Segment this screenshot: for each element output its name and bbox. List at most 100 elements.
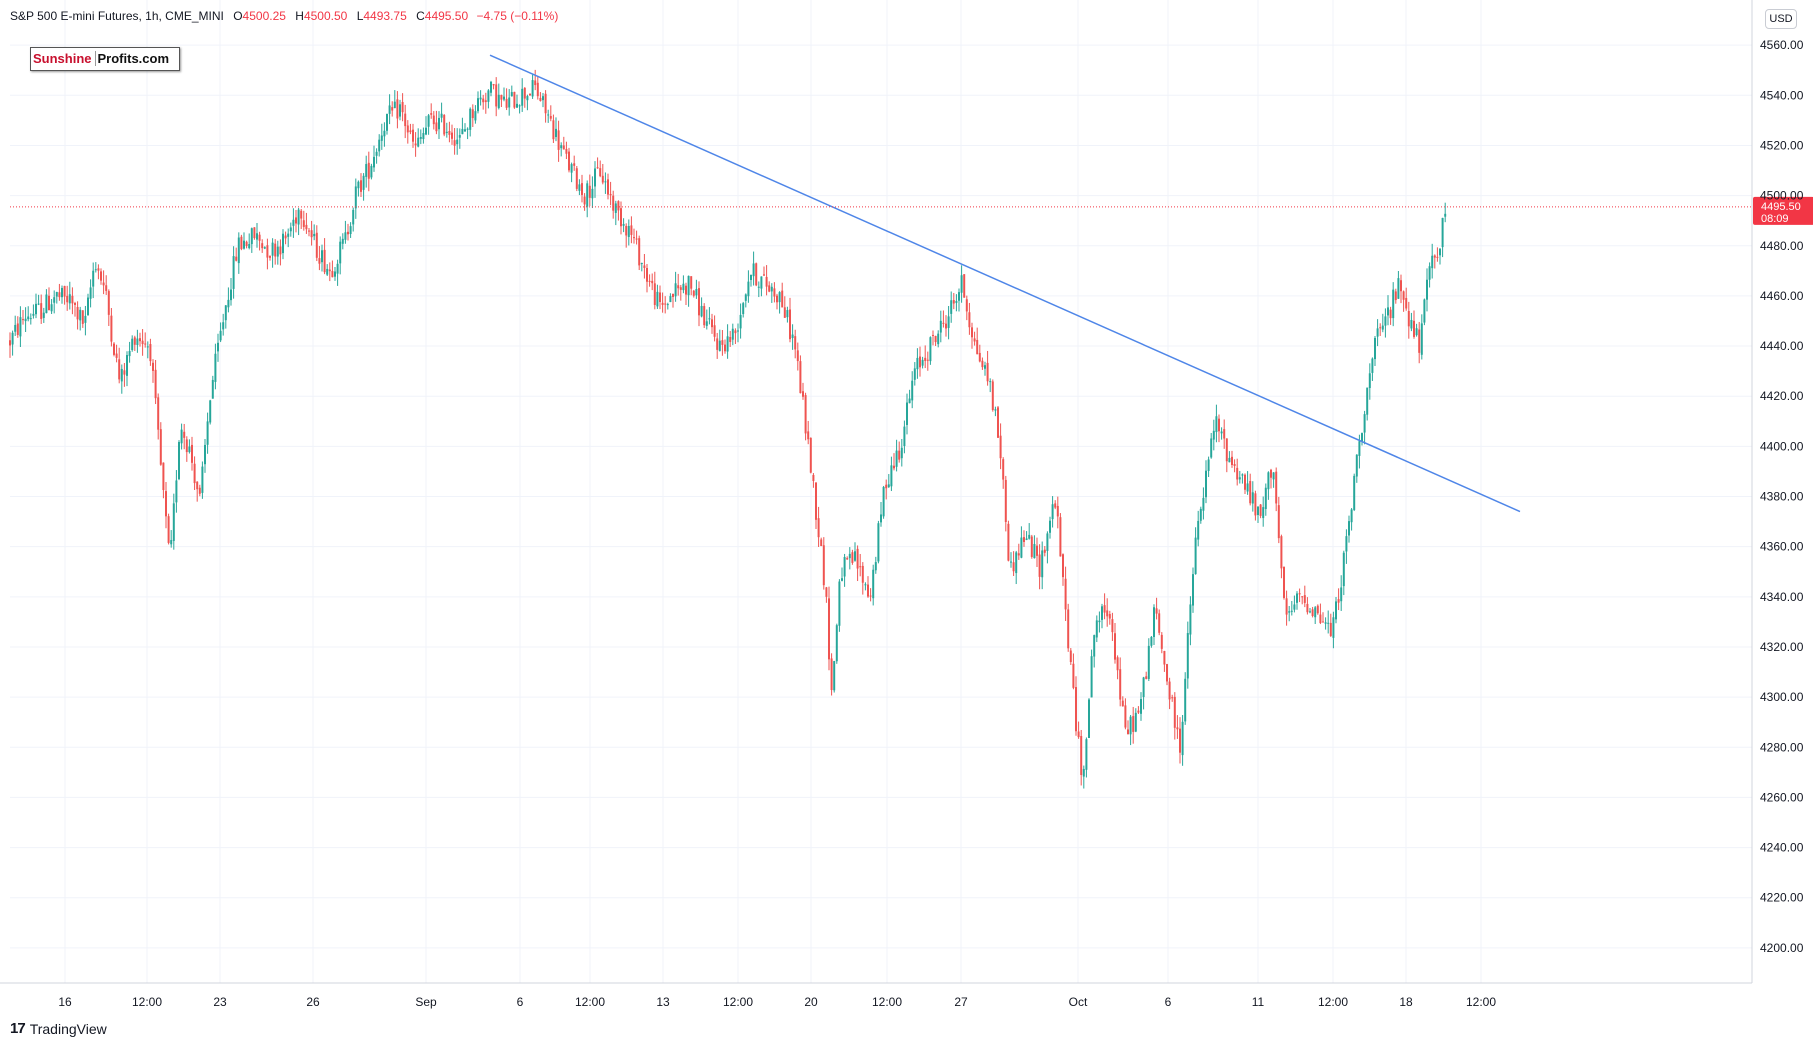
candle-body bbox=[638, 238, 641, 266]
candle-body bbox=[159, 429, 162, 465]
x-tick-label: 20 bbox=[804, 995, 818, 1009]
candle-body bbox=[1342, 552, 1345, 587]
close-value: 4495.50 bbox=[424, 9, 469, 23]
y-tick-label: 4420.00 bbox=[1760, 389, 1804, 403]
candle-body bbox=[357, 181, 360, 189]
currency-button[interactable]: USD bbox=[1765, 9, 1797, 29]
y-tick-label: 4540.00 bbox=[1760, 88, 1804, 102]
candle-body bbox=[809, 437, 812, 473]
candle-body bbox=[1345, 536, 1348, 552]
candle-body bbox=[66, 295, 69, 303]
y-tick-label: 4320.00 bbox=[1760, 640, 1804, 654]
candle-body bbox=[677, 285, 680, 289]
candle-body bbox=[958, 292, 960, 301]
candle-body bbox=[448, 131, 451, 135]
candle-body bbox=[627, 226, 630, 238]
candle-body bbox=[770, 286, 773, 292]
candle-body bbox=[755, 263, 758, 286]
candle-body bbox=[968, 312, 971, 328]
y-tick-label: 4300.00 bbox=[1760, 690, 1804, 704]
candle-body bbox=[568, 151, 570, 171]
candle-body bbox=[698, 288, 700, 316]
candle-body bbox=[1085, 739, 1088, 770]
candle-body bbox=[614, 203, 617, 213]
candle-body bbox=[726, 336, 729, 352]
candle-body bbox=[510, 92, 513, 97]
candle-body bbox=[68, 294, 71, 304]
candle-body bbox=[973, 338, 976, 342]
candle-body bbox=[466, 128, 469, 130]
candle-body bbox=[365, 164, 368, 177]
candle-body bbox=[1090, 656, 1093, 698]
tradingview-branding[interactable]: 17 TradingView bbox=[10, 1020, 107, 1037]
candle-body bbox=[1428, 266, 1431, 280]
candle-body bbox=[804, 395, 807, 434]
candle-body bbox=[672, 293, 674, 298]
open-label: O bbox=[233, 9, 243, 23]
candle-body bbox=[170, 540, 173, 545]
candle-body bbox=[482, 98, 485, 103]
candle-body bbox=[375, 151, 378, 156]
candle-body bbox=[32, 313, 35, 316]
candle-body bbox=[1036, 545, 1038, 556]
candle-body bbox=[1293, 604, 1296, 610]
candle-body bbox=[11, 332, 14, 345]
candle-body bbox=[55, 292, 58, 297]
y-tick-label: 4260.00 bbox=[1760, 790, 1804, 804]
candle-body bbox=[396, 99, 399, 119]
candle-body bbox=[926, 359, 929, 361]
candle-body bbox=[874, 562, 877, 571]
candle-body bbox=[1140, 698, 1142, 714]
y-tick-label: 4500.00 bbox=[1760, 189, 1804, 203]
candle-body bbox=[669, 296, 672, 303]
candle-body bbox=[971, 327, 973, 338]
candle-body bbox=[872, 569, 875, 599]
candle-body bbox=[1420, 323, 1423, 355]
open-value: 4500.25 bbox=[242, 9, 286, 23]
candle-body bbox=[713, 325, 716, 337]
candle-body bbox=[219, 330, 222, 341]
candle-body bbox=[302, 220, 305, 227]
candle-body bbox=[1298, 593, 1301, 595]
candle-body bbox=[1397, 278, 1400, 299]
candle-body bbox=[503, 96, 505, 100]
candle-body bbox=[471, 109, 474, 119]
candle-body bbox=[526, 96, 529, 101]
candle-body bbox=[107, 291, 110, 315]
x-tick-label: 23 bbox=[213, 995, 227, 1009]
candle-body bbox=[53, 297, 56, 303]
candle-body bbox=[695, 288, 698, 296]
candle-body bbox=[885, 484, 888, 489]
candle-body bbox=[500, 94, 503, 100]
candle-body bbox=[321, 250, 323, 263]
candle-body bbox=[157, 397, 160, 430]
candle-body bbox=[1246, 483, 1249, 492]
candle-body bbox=[586, 183, 589, 207]
candle-body bbox=[274, 243, 277, 257]
candle-body bbox=[1259, 504, 1262, 516]
candle-body bbox=[1319, 614, 1322, 623]
trendline bbox=[489, 54, 1521, 513]
candle-body bbox=[495, 84, 498, 107]
candle-body bbox=[427, 115, 430, 127]
candle-body bbox=[557, 130, 560, 150]
candle-body bbox=[633, 237, 635, 239]
candle-body bbox=[89, 287, 92, 299]
candle-body bbox=[643, 265, 646, 268]
candle-body bbox=[1254, 493, 1257, 516]
candle-body bbox=[240, 236, 243, 250]
candle-body bbox=[666, 304, 669, 306]
sunshine-profits-logo: Sunshine Profits.com bbox=[30, 47, 181, 71]
candle-body bbox=[1103, 605, 1106, 613]
candle-body bbox=[105, 285, 108, 291]
candle-body bbox=[690, 276, 693, 289]
candle-body bbox=[373, 156, 375, 168]
candle-body bbox=[1166, 664, 1168, 682]
candle-body bbox=[1418, 329, 1421, 353]
y-tick-label: 4220.00 bbox=[1760, 891, 1804, 905]
candle-body bbox=[1163, 650, 1166, 665]
candle-body bbox=[258, 234, 261, 241]
candle-body bbox=[893, 465, 895, 469]
